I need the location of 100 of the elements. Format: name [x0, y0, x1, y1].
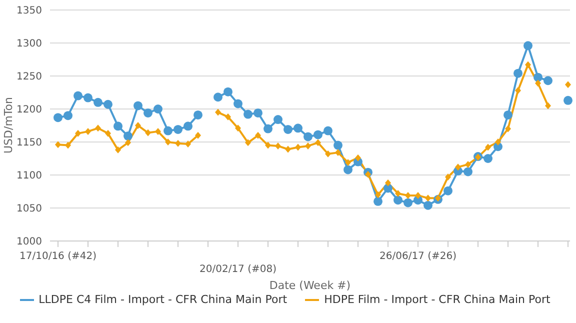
point [274, 115, 282, 124]
point [54, 113, 62, 122]
point [355, 154, 361, 162]
point [185, 140, 191, 148]
point [524, 41, 532, 50]
y-tick-label: 1100 [16, 170, 42, 182]
point [244, 110, 252, 119]
point [424, 200, 432, 210]
y-axis-title: USD/mTon [2, 96, 15, 154]
point [405, 192, 411, 199]
point [234, 99, 242, 108]
point [404, 198, 412, 208]
point [174, 124, 182, 134]
x-tick-label: 17/10/16 (#42) [20, 251, 97, 262]
point [484, 154, 492, 163]
point [314, 130, 322, 140]
point [254, 108, 262, 118]
point [395, 190, 401, 197]
point [305, 142, 311, 150]
point [115, 146, 121, 154]
legend-label: HDPE Film - Import - CFR China Main Port [324, 293, 550, 306]
point [265, 142, 271, 149]
point [65, 142, 71, 149]
y-tick-label: 1250 [16, 72, 42, 83]
point [135, 122, 141, 129]
point [144, 108, 152, 118]
point [294, 124, 302, 133]
point [114, 122, 122, 131]
legend-label: LLDPE C4 Film - Import - CFR China Main Port [38, 293, 288, 306]
point [235, 124, 241, 132]
point [394, 196, 402, 205]
point [215, 108, 221, 116]
point [154, 104, 162, 114]
point [284, 124, 292, 134]
point [194, 110, 202, 120]
point [545, 102, 551, 110]
y-tick-label: 1350 [16, 6, 42, 17]
point [495, 138, 501, 146]
point [134, 101, 142, 110]
point [464, 167, 472, 176]
point [534, 72, 542, 82]
point [105, 130, 111, 137]
point [164, 126, 172, 136]
point [264, 124, 272, 134]
point [55, 141, 61, 148]
point [324, 126, 332, 136]
point [344, 165, 352, 174]
point [104, 100, 112, 109]
point [145, 129, 151, 136]
point [514, 68, 522, 78]
point [325, 150, 331, 158]
y-tick-label: 1300 [16, 38, 42, 50]
y-tick-label: 1050 [16, 204, 42, 215]
point [515, 87, 521, 94]
point [544, 76, 552, 86]
point [125, 139, 131, 146]
point [504, 110, 512, 120]
point [225, 113, 231, 120]
point [245, 139, 251, 146]
point [94, 98, 102, 107]
point [445, 173, 451, 180]
point [195, 132, 201, 139]
point [95, 124, 101, 132]
point [455, 164, 461, 171]
y-tick-label: 1200 [16, 104, 42, 116]
point [64, 111, 72, 120]
point [224, 87, 232, 96]
point [184, 122, 192, 131]
point [85, 128, 91, 135]
point [444, 186, 452, 196]
point [214, 92, 222, 102]
point [304, 132, 312, 142]
point [74, 91, 82, 100]
point [365, 170, 371, 178]
point [565, 81, 571, 88]
point [425, 194, 431, 202]
point [165, 138, 171, 146]
point [485, 144, 491, 151]
point [385, 179, 391, 186]
y-tick-label: 1150 [16, 138, 42, 149]
point [295, 144, 301, 151]
point [275, 142, 281, 150]
point [285, 146, 291, 153]
point [345, 158, 351, 166]
point [155, 128, 161, 135]
x-tick-label: 26/06/17 (#26) [380, 251, 457, 262]
x-axis-title: Date (Week #) [269, 279, 351, 292]
point [334, 140, 342, 150]
point [505, 125, 511, 132]
point [315, 139, 321, 146]
point [375, 191, 381, 198]
y-tick-label: 1000 [16, 236, 42, 248]
point [564, 96, 572, 105]
point [374, 196, 382, 206]
point [124, 132, 132, 141]
point [175, 140, 181, 147]
point [415, 192, 421, 199]
point [84, 93, 92, 102]
x-tick-label: 20/02/17 (#08) [200, 264, 277, 275]
point [75, 130, 81, 137]
